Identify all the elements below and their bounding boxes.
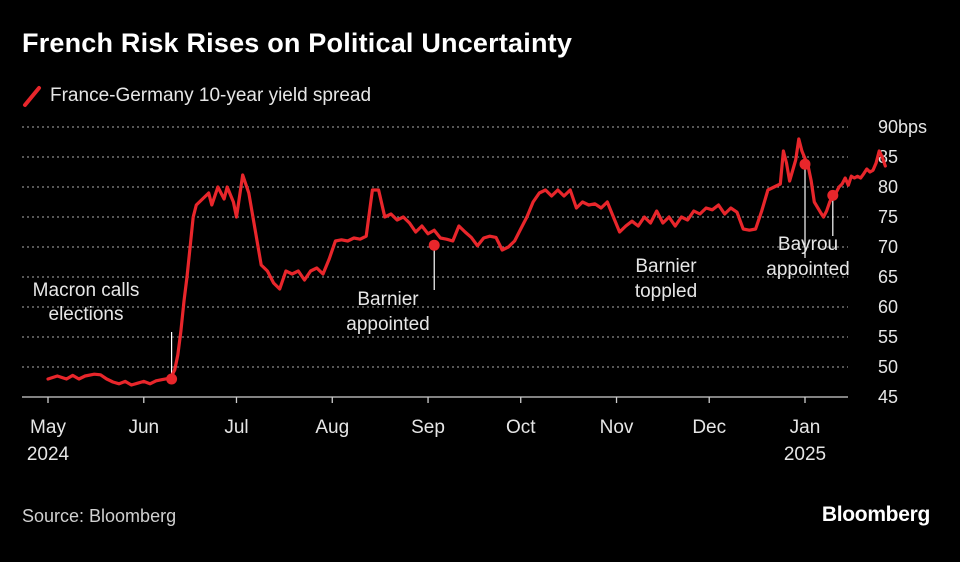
event-marker bbox=[166, 373, 178, 385]
y-tick-label: 90bps bbox=[878, 117, 927, 137]
annotation-label: elections bbox=[49, 304, 124, 325]
annotation-label: Bayrou bbox=[778, 234, 838, 255]
annotation-label: Barnier bbox=[357, 289, 419, 310]
x-tick-sublabel: 2025 bbox=[784, 444, 826, 465]
annotation-label: toppled bbox=[635, 281, 697, 302]
bloomberg-logo: Bloomberg bbox=[821, 503, 930, 526]
x-tick-label: May bbox=[30, 417, 66, 438]
y-tick-label: 80 bbox=[878, 177, 898, 197]
annotation-label: Barnier bbox=[635, 256, 697, 277]
event-marker bbox=[799, 158, 811, 170]
y-tick-label: 50 bbox=[878, 357, 898, 377]
x-tick-label: Jan bbox=[790, 417, 821, 438]
x-tick-label: Jul bbox=[224, 417, 248, 438]
y-tick-label: 75 bbox=[878, 207, 898, 227]
annotation-label: appointed bbox=[346, 314, 429, 335]
y-tick-label: 55 bbox=[878, 327, 898, 347]
x-tick-sublabel: 2024 bbox=[27, 444, 70, 465]
y-tick-label: 45 bbox=[878, 387, 898, 407]
x-tick-label: Aug bbox=[315, 417, 349, 438]
x-tick-label: Jun bbox=[128, 417, 159, 438]
event-marker bbox=[428, 239, 440, 251]
annotation-label: appointed bbox=[766, 259, 849, 280]
y-tick-label: 60 bbox=[878, 297, 898, 317]
x-tick-label: Dec bbox=[692, 417, 726, 438]
x-tick-label: Oct bbox=[506, 417, 536, 438]
series-line bbox=[46, 137, 887, 387]
x-tick-label: Nov bbox=[600, 417, 634, 438]
y-tick-label: 65 bbox=[878, 267, 898, 287]
annotation-label: Macron calls bbox=[33, 280, 140, 301]
y-tick-label: 70 bbox=[878, 237, 898, 257]
legend: France-Germany 10-year yield spread bbox=[22, 84, 371, 108]
legend-label: France-Germany 10-year yield spread bbox=[50, 85, 372, 106]
event-marker bbox=[827, 189, 839, 201]
source-note: Source: Bloomberg bbox=[22, 506, 177, 526]
chart-title: French Risk Rises on Political Uncertain… bbox=[22, 28, 573, 58]
x-tick-label: Sep bbox=[411, 417, 445, 438]
legend-line-icon bbox=[23, 86, 41, 107]
